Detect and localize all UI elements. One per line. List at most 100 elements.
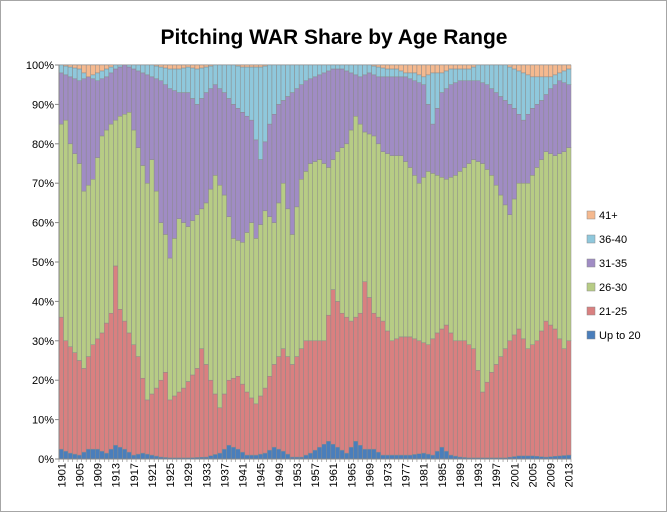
bar-segment-36-40-2010: [552, 74, 558, 85]
bar-segment-up-to-20-1947: [267, 449, 273, 460]
bar-segment-21-25-1901: [58, 316, 64, 450]
bar-segment-36-40-1925: [167, 68, 173, 89]
bar-segment-26-30-1927: [176, 218, 182, 393]
bar-segment-26-30-1954: [298, 179, 304, 349]
bar-segment-26-30-1932: [199, 208, 205, 349]
bar-segment-36-40-2006: [534, 76, 540, 105]
bar-segment-26-30-1928: [181, 222, 187, 389]
bar-segment-26-30-1914: [117, 115, 123, 310]
y-tick-label: 90%: [32, 99, 54, 111]
bar-segment-26-30-1929: [185, 226, 191, 382]
bar-segment-up-to-20-1943: [249, 454, 255, 460]
bar-segment-36-40-1951: [285, 64, 291, 97]
bar-segment-41--1934: [208, 64, 214, 67]
x-tick-label: 1945: [256, 463, 268, 487]
x-tick-label: 1981: [419, 463, 431, 487]
bar-segment-up-to-20-1909: [95, 448, 101, 460]
bar-segment-36-40-1971: [375, 66, 381, 78]
bar-segment-21-25-1977: [403, 336, 409, 456]
bar-segment-21-25-1918: [135, 356, 141, 455]
bar-segment-21-25-1923: [158, 379, 164, 458]
bar-segment-36-40-1983: [430, 72, 436, 125]
bar-segment-31-35-1995: [484, 84, 490, 170]
bar-segment-26-30-1939: [230, 238, 236, 379]
bar-segment-36-40-2013: [566, 68, 572, 85]
bar-segment-31-35-1957: [312, 76, 318, 162]
bar-segment-31-35-2008: [543, 94, 549, 152]
bar-segment-36-40-1952: [289, 64, 295, 93]
bar-segment-up-to-20-1950: [280, 450, 286, 460]
bar-segment-41--1940: [235, 64, 241, 67]
bar-segment-36-40-1973: [384, 68, 391, 78]
bar-segment-36-40-1916: [126, 64, 132, 68]
bar-segment-41--1925: [167, 64, 173, 70]
bar-segment-up-to-20-1945: [258, 453, 264, 460]
bar-segment-26-30-1963: [339, 147, 345, 314]
bar-segment-21-25-2010: [552, 328, 558, 457]
bar-segment-21-25-1920: [144, 399, 150, 455]
bar-segment-21-25-1981: [421, 342, 427, 454]
bar-segment-21-25-1978: [407, 336, 413, 456]
bar-segment-31-35-1941: [239, 112, 246, 243]
x-tick-label: 2001: [509, 463, 521, 487]
legend-label: 26-30: [599, 282, 627, 294]
y-tick-label: 20%: [32, 375, 54, 387]
legend: 41+ 36-40 31-35 26-30 21-25 Up to 20: [586, 210, 641, 342]
legend-label: 41+: [599, 210, 618, 222]
bar-segment-26-30-1960: [326, 167, 332, 316]
bar-segment-31-35-1915: [122, 64, 128, 115]
bar-segment-26-30-1986: [443, 179, 449, 326]
bar-segment-21-25-1936: [217, 407, 223, 454]
bar-segment-31-35-1916: [126, 66, 132, 113]
bar-segment-21-25-1986: [443, 324, 449, 452]
bar-segment-up-to-20-1940: [235, 448, 241, 460]
bar-segment-31-35-2010: [552, 84, 558, 156]
bar-segment-21-25-1915: [122, 320, 128, 450]
bar-segment-up-to-20-1915: [122, 448, 128, 460]
bar-segment-36-40-2004: [525, 74, 531, 115]
bar-segment-up-to-20-2013: [566, 454, 572, 460]
bar-segment-36-40-2008: [543, 76, 549, 95]
bar-segment-36-40-1911: [104, 68, 110, 78]
x-tick-label: 1905: [74, 463, 86, 487]
bar-segment-26-30-2000: [507, 214, 513, 342]
bar-segment-31-35-1909: [95, 80, 101, 158]
bar-segment-31-35-1905: [76, 80, 82, 164]
bar-segment-31-35-1985: [439, 92, 445, 178]
bar-segment-36-40-1994: [480, 64, 486, 83]
bar-segment-31-35-1986: [443, 88, 449, 180]
y-tick-label: 40%: [32, 296, 54, 308]
bar-segment-21-25-1932: [199, 348, 205, 458]
bar-segment-up-to-20-1939: [230, 446, 236, 460]
bar-segment-21-25-1953: [294, 356, 300, 458]
bar-segment-up-to-20-1970: [371, 448, 377, 460]
bar-segment-up-to-20-1964: [344, 452, 350, 460]
bar-segment-41--1906: [81, 64, 87, 74]
bar-segment-21-25-1941: [239, 383, 246, 453]
bar-segment-26-30-1984: [434, 175, 440, 334]
bar-segment-41--1933: [203, 64, 209, 68]
bar-segment-21-25-2002: [516, 328, 522, 457]
bar-segment-21-25-1984: [434, 332, 440, 452]
bar-segment-36-40-1939: [230, 64, 236, 105]
x-tick-label: 1965: [346, 463, 358, 487]
bar-segment-31-35-1928: [181, 92, 187, 223]
bar-segment-26-30-1967: [357, 123, 363, 314]
bar-segment-26-30-2013: [566, 147, 572, 342]
bar-segment-26-30-1965: [348, 129, 354, 322]
bar-segment-36-40-2002: [516, 70, 522, 115]
bar-segment-41--1991: [466, 64, 472, 70]
bar-segment-31-35-1911: [104, 76, 110, 131]
bar-segment-26-30-1923: [158, 222, 164, 381]
bar-segment-up-to-20-1980: [416, 453, 422, 460]
bar-segment-31-35-1960: [326, 70, 332, 168]
bar-segment-26-30-1975: [394, 155, 400, 340]
bar-segment-26-30-1983: [430, 173, 436, 340]
bar-segment-31-35-1927: [176, 92, 182, 219]
bar-segment-31-35-1947: [267, 123, 273, 217]
bar-segment-36-40-1928: [181, 67, 187, 93]
legend-swatch: [586, 282, 596, 292]
bar-segment-41--1924: [162, 64, 168, 69]
x-tick-label: 1913: [111, 463, 123, 487]
x-tick-label: 1909: [93, 463, 105, 487]
